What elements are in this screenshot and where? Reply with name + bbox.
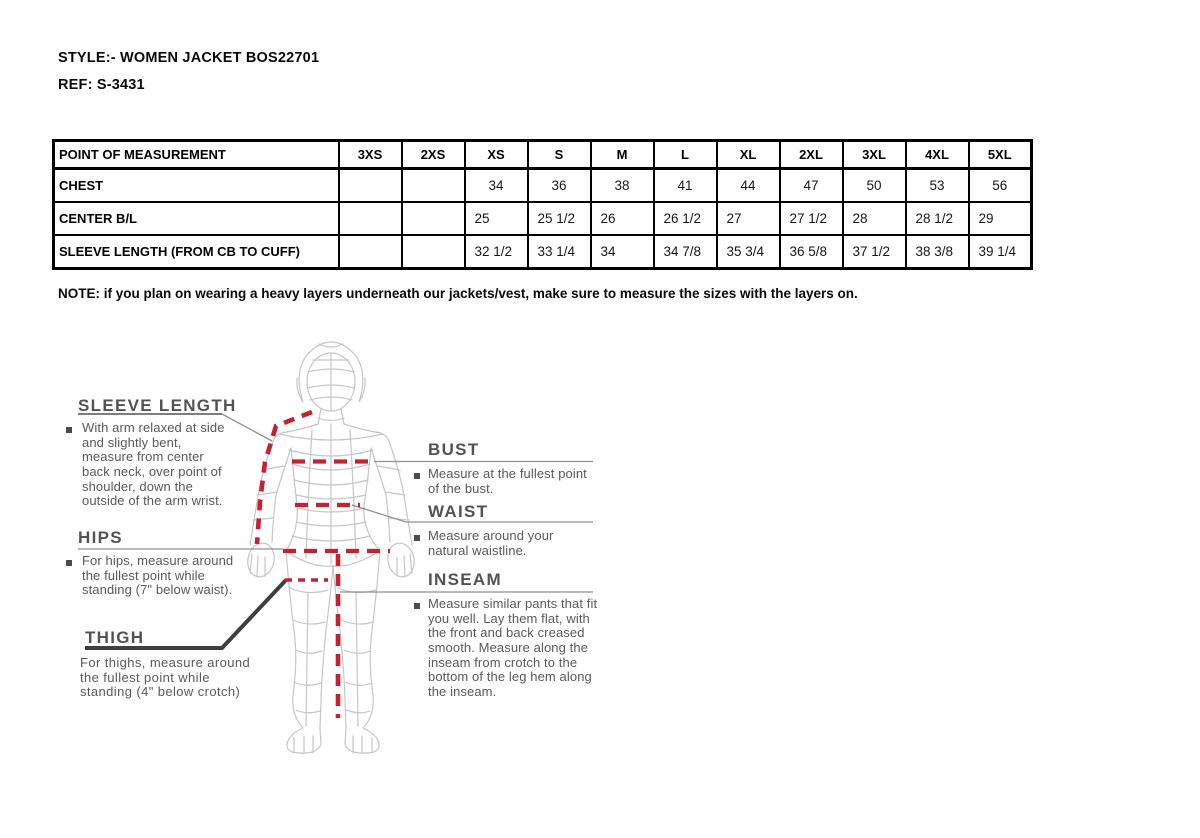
mannequin-wireframe bbox=[247, 341, 415, 754]
cell: 33 1/4 bbox=[526, 234, 592, 270]
square-bullet-icon bbox=[66, 560, 72, 566]
measurement-label-waist: WAIST bbox=[428, 502, 488, 522]
cell: 50 bbox=[841, 167, 907, 203]
waist-description: Measure around your natural waistline. bbox=[428, 528, 554, 558]
cell: 29 bbox=[967, 201, 1033, 236]
cell: 27 bbox=[715, 201, 781, 236]
cell: 34 7/8 bbox=[652, 234, 718, 270]
cell: 26 1/2 bbox=[652, 201, 718, 236]
cell bbox=[400, 167, 466, 203]
column-header-xs: XS bbox=[463, 139, 529, 170]
column-header-5xl: 5XL bbox=[967, 139, 1033, 170]
cell bbox=[337, 201, 403, 236]
table-header-row: POINT OF MEASUREMENT 3XS 2XS XS S M L XL… bbox=[52, 139, 1033, 170]
square-bullet-icon bbox=[66, 427, 72, 433]
column-header-2xs: 2XS bbox=[400, 139, 466, 170]
cell: 34 bbox=[589, 234, 655, 270]
column-header-xl: XL bbox=[715, 139, 781, 170]
column-header-point-of-measurement: POINT OF MEASUREMENT bbox=[52, 139, 340, 170]
table-row-center-bl: CENTER B/L 25 25 1/2 26 26 1/2 27 27 1/2… bbox=[52, 201, 1033, 236]
size-chart-table: POINT OF MEASUREMENT 3XS 2XS XS S M L XL… bbox=[52, 139, 1033, 270]
cell: 27 1/2 bbox=[778, 201, 844, 236]
row-label: SLEEVE LENGTH (FROM CB TO CUFF) bbox=[52, 234, 340, 270]
square-bullet-icon bbox=[414, 473, 420, 479]
cell: 28 1/2 bbox=[904, 201, 970, 236]
cell: 35 3/4 bbox=[715, 234, 781, 270]
measurement-label-hips: HIPS bbox=[78, 528, 123, 548]
measurement-lines bbox=[254, 409, 390, 718]
bust-title: BUST bbox=[428, 440, 480, 459]
square-bullet-icon bbox=[414, 603, 420, 609]
column-header-2xl: 2XL bbox=[778, 139, 844, 170]
cell: 32 1/2 bbox=[463, 234, 529, 270]
column-header-m: M bbox=[589, 139, 655, 170]
cell: 36 bbox=[526, 167, 592, 203]
cell: 37 1/2 bbox=[841, 234, 907, 270]
sleeve-length-description: With arm relaxed at side and slightly be… bbox=[82, 420, 225, 509]
measurement-label-sleeve-length: SLEEVE LENGTH bbox=[78, 396, 237, 416]
cell bbox=[337, 167, 403, 203]
column-header-3xl: 3XL bbox=[841, 139, 907, 170]
note-text: NOTE: if you plan on wearing a heavy lay… bbox=[58, 286, 858, 301]
cell: 38 bbox=[589, 167, 655, 203]
measurement-label-bust: BUST bbox=[428, 440, 479, 460]
bust-description: Measure at the fullest point of the bust… bbox=[428, 466, 587, 496]
cell: 25 bbox=[463, 201, 529, 236]
hips-title: HIPS bbox=[78, 528, 123, 547]
waist-title: WAIST bbox=[428, 502, 489, 521]
measurement-label-inseam: INSEAM bbox=[428, 570, 502, 590]
thigh-pointer-line bbox=[85, 578, 288, 650]
measurement-label-thigh: THIGH bbox=[85, 628, 144, 648]
cell: 26 bbox=[589, 201, 655, 236]
thigh-title: THIGH bbox=[85, 628, 145, 647]
inseam-title: INSEAM bbox=[428, 570, 502, 589]
cell: 56 bbox=[967, 167, 1033, 203]
cell: 34 bbox=[463, 167, 529, 203]
cell: 41 bbox=[652, 167, 718, 203]
square-bullet-icon bbox=[414, 535, 420, 541]
column-header-l: L bbox=[652, 139, 718, 170]
sleeve-measure-line bbox=[254, 409, 313, 545]
cell: 44 bbox=[715, 167, 781, 203]
page-title: STYLE:- WOMEN JACKET BOS22701 bbox=[58, 50, 320, 66]
table-row-chest: CHEST 34 36 38 41 44 47 50 53 56 bbox=[52, 167, 1033, 203]
cell: 38 3/8 bbox=[904, 234, 970, 270]
cell: 53 bbox=[904, 167, 970, 203]
column-header-4xl: 4XL bbox=[904, 139, 970, 170]
hips-description: For hips, measure around the fullest poi… bbox=[82, 553, 234, 598]
cell: 39 1/4 bbox=[967, 234, 1033, 270]
cell: 25 1/2 bbox=[526, 201, 592, 236]
column-header-s: S bbox=[526, 139, 592, 170]
cell bbox=[400, 234, 466, 270]
thigh-description: For thighs, measure around the fullest p… bbox=[80, 655, 251, 700]
ref-line: REF: S-3431 bbox=[58, 77, 145, 93]
table-row-sleeve-length: SLEEVE LENGTH (FROM CB TO CUFF) 32 1/2 3… bbox=[52, 234, 1033, 270]
cell: 36 5/8 bbox=[778, 234, 844, 270]
inseam-description: Measure similar pants that fit you well.… bbox=[428, 596, 598, 700]
measurement-diagram: SLEEVE LENGTH With arm relaxed at side a… bbox=[0, 330, 650, 810]
cell bbox=[400, 201, 466, 236]
cell: 47 bbox=[778, 167, 844, 203]
body-measurement-figure bbox=[78, 341, 593, 754]
cell bbox=[337, 234, 403, 270]
leader-lines bbox=[78, 413, 593, 593]
column-header-3xs: 3XS bbox=[337, 139, 403, 170]
cell: 28 bbox=[841, 201, 907, 236]
sleeve-length-title: SLEEVE LENGTH bbox=[78, 396, 237, 415]
row-label: CHEST bbox=[52, 167, 340, 203]
row-label: CENTER B/L bbox=[52, 201, 340, 236]
